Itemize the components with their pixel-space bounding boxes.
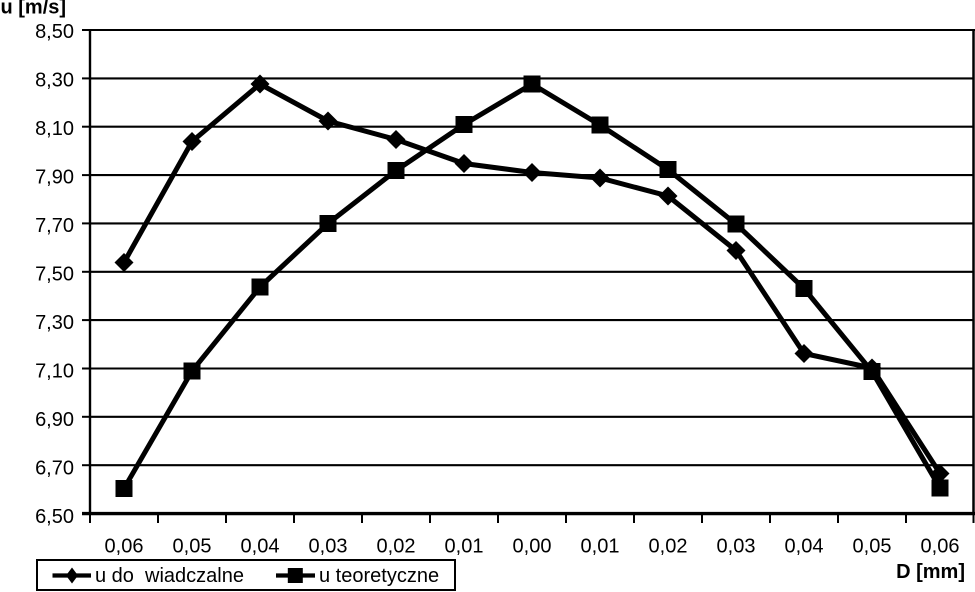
svg-text:6,70: 6,70 — [35, 457, 74, 479]
svg-text:0,05: 0,05 — [173, 536, 212, 558]
svg-text:8,10: 8,10 — [35, 118, 74, 140]
svg-text:6,50: 6,50 — [35, 506, 74, 528]
svg-text:7,50: 7,50 — [35, 263, 74, 285]
svg-text:0,01: 0,01 — [445, 536, 484, 558]
svg-text:8,50: 8,50 — [35, 21, 74, 43]
svg-text:0,06: 0,06 — [105, 536, 144, 558]
svg-text:7,90: 7,90 — [35, 166, 74, 188]
svg-text:8,30: 8,30 — [35, 69, 74, 91]
svg-text:0,03: 0,03 — [717, 536, 756, 558]
svg-text:0,02: 0,02 — [377, 536, 416, 558]
svg-text:0,01: 0,01 — [581, 536, 620, 558]
svg-text:0,04: 0,04 — [241, 536, 280, 558]
svg-text:u do wiadczalne: u do wiadczalne — [95, 565, 244, 587]
svg-text:0,06: 0,06 — [921, 536, 960, 558]
svg-text:6,90: 6,90 — [35, 409, 74, 431]
svg-text:7,70: 7,70 — [35, 215, 74, 237]
svg-text:D [mm]: D [mm] — [896, 561, 965, 583]
svg-text:0,04: 0,04 — [785, 536, 824, 558]
svg-text:u [m/s]: u [m/s] — [1, 0, 67, 19]
svg-text:0,00: 0,00 — [513, 536, 552, 558]
svg-text:0,02: 0,02 — [649, 536, 688, 558]
svg-text:7,30: 7,30 — [35, 312, 74, 334]
svg-text:7,10: 7,10 — [35, 360, 74, 382]
svg-text:u teoretyczne: u teoretyczne — [319, 565, 439, 587]
svg-text:0,03: 0,03 — [309, 536, 348, 558]
svg-text:0,05: 0,05 — [853, 536, 892, 558]
